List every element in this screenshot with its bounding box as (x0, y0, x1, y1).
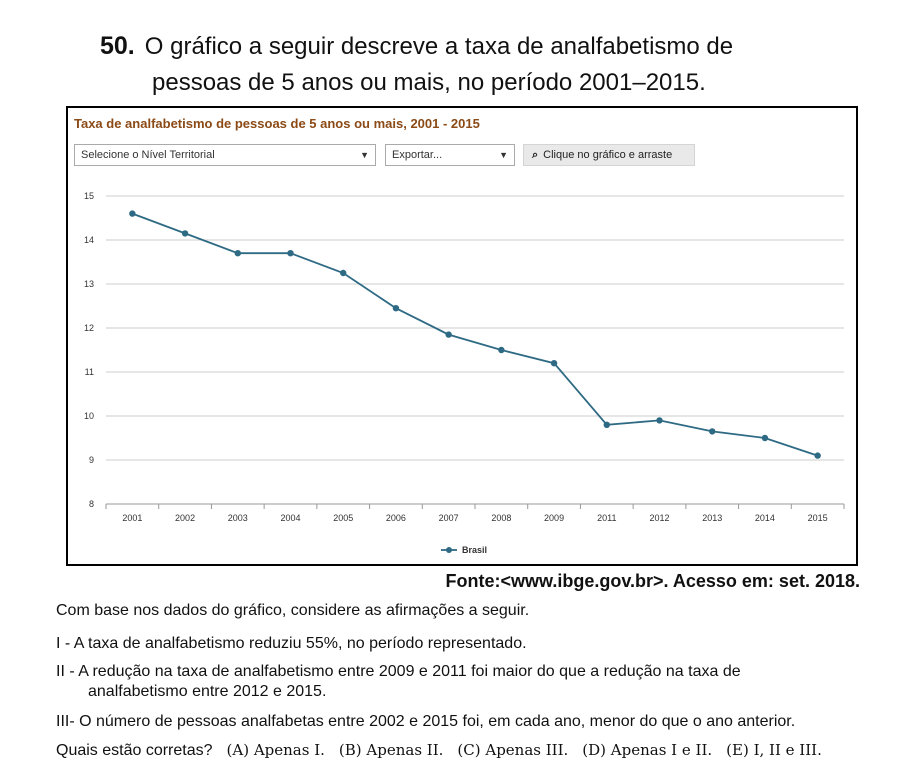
chart-header: Taxa de analfabetismo de pessoas de 5 an… (74, 116, 480, 131)
data-point (445, 331, 452, 338)
data-point (287, 250, 294, 257)
y-tick-label: 11 (85, 367, 94, 377)
data-point (761, 434, 769, 442)
y-tick-label: 8 (89, 499, 94, 509)
question-line-2: pessoas de 5 anos ou mais, no período 20… (152, 69, 706, 96)
y-tick-label: 14 (84, 235, 94, 245)
x-tick-label: 2009 (544, 513, 564, 523)
line-chart[interactable]: 8 9 10 11 12 13 14 15 2001 2002 2003 2004 2005 2006 20… (68, 108, 856, 564)
x-tick-label: 2003 (228, 513, 248, 523)
option-a[interactable]: (A) Apenas I. (226, 741, 325, 759)
data-point (603, 421, 610, 428)
source-citation: Fonte:<www.ibge.gov.br>. Acesso em: set.… (445, 571, 860, 591)
data-point (814, 452, 821, 459)
y-tick-label: 15 (84, 191, 94, 201)
x-tick-label: 2012 (649, 513, 669, 523)
question-line-1: O gráfico a seguir descreve a taxa de an… (144, 33, 734, 60)
x-tick-label: 2007 (439, 513, 459, 523)
territorial-level-select[interactable]: Selecione o Nível Territorial ▼ (74, 144, 376, 166)
data-point (498, 346, 505, 354)
chevron-down-icon: ▼ (499, 150, 508, 160)
question-title: 50. O gráfico a seguir descreve a taxa de… (100, 28, 860, 101)
chevron-down-icon: ▼ (360, 150, 369, 160)
answer-row: Quais estão corretas? (A) Apenas I. (B) Ap… (56, 740, 822, 761)
statement-ii-line-2: analfabetismo entre 2012 e 2015. (88, 683, 327, 700)
x-tick-label: 2001 (122, 513, 142, 523)
data-point (181, 230, 189, 237)
zoom-button-label: Clique no gráfico e arraste (543, 149, 673, 161)
zoom-button[interactable]: ⌕ Clique no gráfico e arraste (523, 144, 695, 166)
answer-prompt: Quais estão corretas? (56, 742, 213, 759)
x-tick-label: 2004 (280, 513, 300, 523)
data-point (392, 305, 400, 312)
x-tick-label: 2015 (808, 513, 828, 523)
data-point (129, 210, 136, 217)
export-select[interactable]: Exportar... ▼ (385, 144, 515, 166)
option-d[interactable]: (D) Apenas I e II. (582, 741, 713, 759)
export-select-label: Exportar... (392, 149, 443, 161)
x-tick-label: 2014 (755, 513, 775, 523)
data-point (340, 269, 347, 277)
y-tick-label: 9 (89, 455, 94, 465)
x-tick-label: 2008 (491, 513, 511, 523)
x-tick-label: 2011 (597, 513, 616, 523)
data-point (656, 417, 663, 424)
data-point (234, 250, 241, 257)
y-tick-label: 10 (84, 411, 94, 421)
x-tick-label: 2006 (386, 513, 406, 523)
statement-ii-line-1: II - A redução na taxa de analfabetismo … (56, 663, 741, 680)
option-e[interactable]: (E) I, II e III. (726, 741, 822, 759)
legend-label: Brasil (462, 545, 487, 555)
statement-ii: II - A redução na taxa de analfabetismo … (56, 662, 866, 702)
x-tick-label: 2002 (175, 513, 195, 523)
magnifier-icon: ⌕ (532, 149, 539, 161)
statement-i: I - A taxa de analfabetismo reduziu 55%,… (56, 635, 527, 652)
statement-iii: III- O número de pessoas analfabetas ent… (56, 713, 796, 730)
data-point (709, 428, 716, 435)
legend-swatch-point (446, 547, 452, 553)
series-line-brasil (132, 212, 818, 457)
territorial-level-select-label: Selecione o Nível Territorial (81, 149, 215, 161)
data-point (550, 360, 558, 367)
option-b[interactable]: (B) Apenas II. (338, 741, 444, 759)
statements-intro: Com base nos dados do gráfico, considere… (56, 602, 530, 619)
chart-widget: Taxa de analfabetismo de pessoas de 5 an… (66, 106, 858, 566)
x-tick-label: 2013 (702, 513, 722, 523)
question-number: 50. (100, 32, 135, 60)
y-tick-label: 12 (84, 323, 94, 333)
x-tick-label: 2005 (333, 513, 353, 523)
option-c[interactable]: (C) Apenas III. (457, 741, 569, 759)
y-tick-label: 13 (84, 279, 94, 289)
